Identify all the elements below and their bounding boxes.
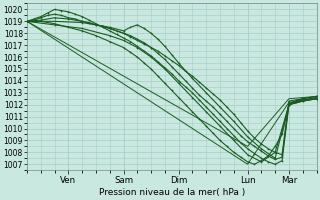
X-axis label: Pression niveau de la mer( hPa ): Pression niveau de la mer( hPa ) (99, 188, 245, 197)
